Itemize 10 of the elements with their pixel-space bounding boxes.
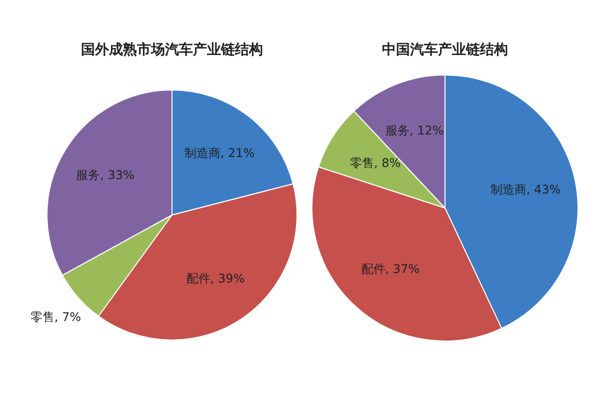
chart-title: 国外成熟市场汽车产业链结构	[81, 40, 263, 58]
slice-label: 制造商, 21%	[184, 146, 255, 160]
slice-label: 服务, 12%	[385, 124, 444, 138]
chart-title: 中国汽车产业链结构	[382, 40, 508, 58]
slice-label: 配件, 37%	[361, 262, 420, 276]
slice-label: 零售, 7%	[30, 310, 82, 324]
slice-label: 制造商, 43%	[490, 182, 561, 196]
slice-label: 配件, 39%	[186, 271, 245, 286]
slice-label: 零售, 8%	[350, 156, 401, 170]
slice-label: 服务, 33%	[76, 168, 134, 182]
